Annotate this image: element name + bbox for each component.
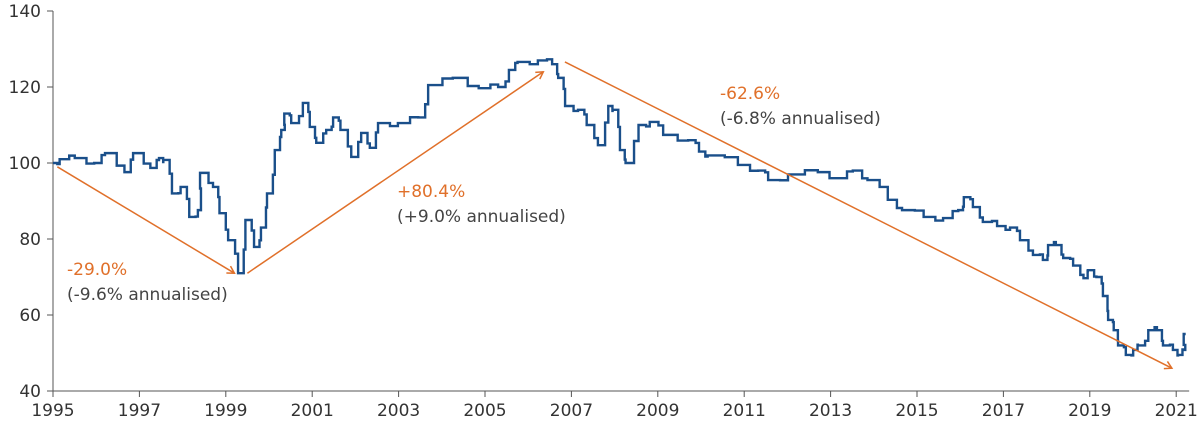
y-tick-label: 120 [9, 78, 41, 98]
annotation-arrow [246, 70, 545, 274]
x-tick-label: 2001 [291, 401, 334, 421]
x-tick-label: 2021 [1155, 401, 1198, 421]
y-tick-label: 40 [19, 382, 41, 402]
annotation-percent: +80.4% [397, 182, 465, 202]
x-tick-label: 1997 [118, 401, 161, 421]
annotations: -29.0% (-9.6% annualised) +80.4% (+9.0% ann… [56, 61, 1174, 370]
x-tick-label: 2019 [1068, 401, 1111, 421]
y-tick-label: 140 [9, 2, 41, 22]
x-tick-label: 2005 [463, 401, 506, 421]
x-tick-label: 1999 [204, 401, 247, 421]
axes: 40 60 80 100 120 140 1995 1997 1999 2001 2003 2005 2… [9, 2, 1198, 421]
x-tick-label: 2015 [895, 401, 938, 421]
series-group [53, 58, 1187, 357]
annotation-annualised: (+9.0% annualised) [397, 207, 566, 227]
x-tick-label: 2017 [982, 401, 1025, 421]
annotation-annualised: (-9.6% annualised) [67, 285, 228, 305]
x-tick-label: 1995 [31, 401, 74, 421]
x-tick-label: 2007 [550, 401, 593, 421]
annotation-arrow [564, 61, 1174, 370]
y-tick-label: 60 [19, 306, 41, 326]
y-tick-label: 100 [9, 154, 41, 174]
series-line [53, 58, 1187, 357]
x-tick-label: 2003 [377, 401, 420, 421]
annotation-percent: -29.0% [67, 260, 127, 280]
annotation-percent: -62.6% [720, 84, 780, 104]
x-tick-label: 2013 [809, 401, 852, 421]
x-tick-label: 2009 [636, 401, 679, 421]
annotation-annualised: (-6.8% annualised) [720, 109, 881, 129]
x-tick-label: 2011 [723, 401, 766, 421]
annotation-arrow [56, 166, 236, 274]
y-tick-label: 80 [19, 230, 41, 250]
